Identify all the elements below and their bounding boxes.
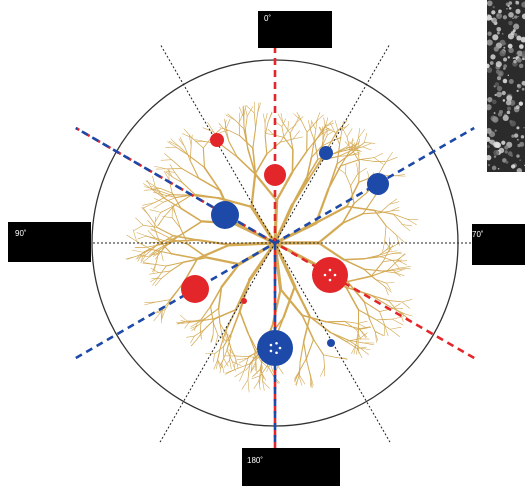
- site-blue-8: [327, 339, 335, 347]
- site-dot: [333, 273, 337, 277]
- site-blue-1: [319, 146, 333, 160]
- angle-label-left-text: 90˚: [15, 229, 27, 238]
- site-red-9: [241, 298, 247, 304]
- site-dot: [328, 278, 332, 282]
- angle-label-bottom-text: 180˚: [247, 456, 264, 465]
- angle-label-bottom: 180˚: [242, 448, 340, 486]
- site-dot: [278, 346, 282, 350]
- axis-blue-upper-left: [75, 126, 276, 245]
- site-blue-7: [257, 330, 293, 366]
- site-blue-4: [211, 201, 239, 229]
- site-red-0: [210, 133, 224, 147]
- site-dot: [269, 349, 273, 353]
- angle-label-top: 0˚: [258, 11, 332, 48]
- site-dot: [275, 351, 278, 355]
- angle-label-right-text: 70˚: [472, 230, 484, 239]
- axis-black-150: [159, 43, 391, 443]
- site-dot: [328, 268, 332, 272]
- site-red-2: [264, 164, 286, 186]
- angle-label-left: 90˚: [8, 222, 91, 262]
- site-blue-3: [367, 173, 389, 195]
- site-red-5: [312, 257, 348, 293]
- site-dot: [323, 273, 327, 277]
- angle-label-right: 70˚: [472, 224, 525, 265]
- micrograph-inset: [487, 0, 525, 172]
- microscopy-inset-image: [487, 0, 525, 172]
- direction-axes: [45, 13, 505, 473]
- axis-black-30: [159, 43, 391, 443]
- site-dot: [269, 343, 273, 347]
- angle-label-top-text: 0˚: [264, 14, 272, 23]
- site-red-6: [181, 275, 209, 303]
- site-dot: [275, 341, 278, 345]
- synapse-sites: [181, 133, 389, 366]
- dendritic-arbor: [125, 101, 419, 393]
